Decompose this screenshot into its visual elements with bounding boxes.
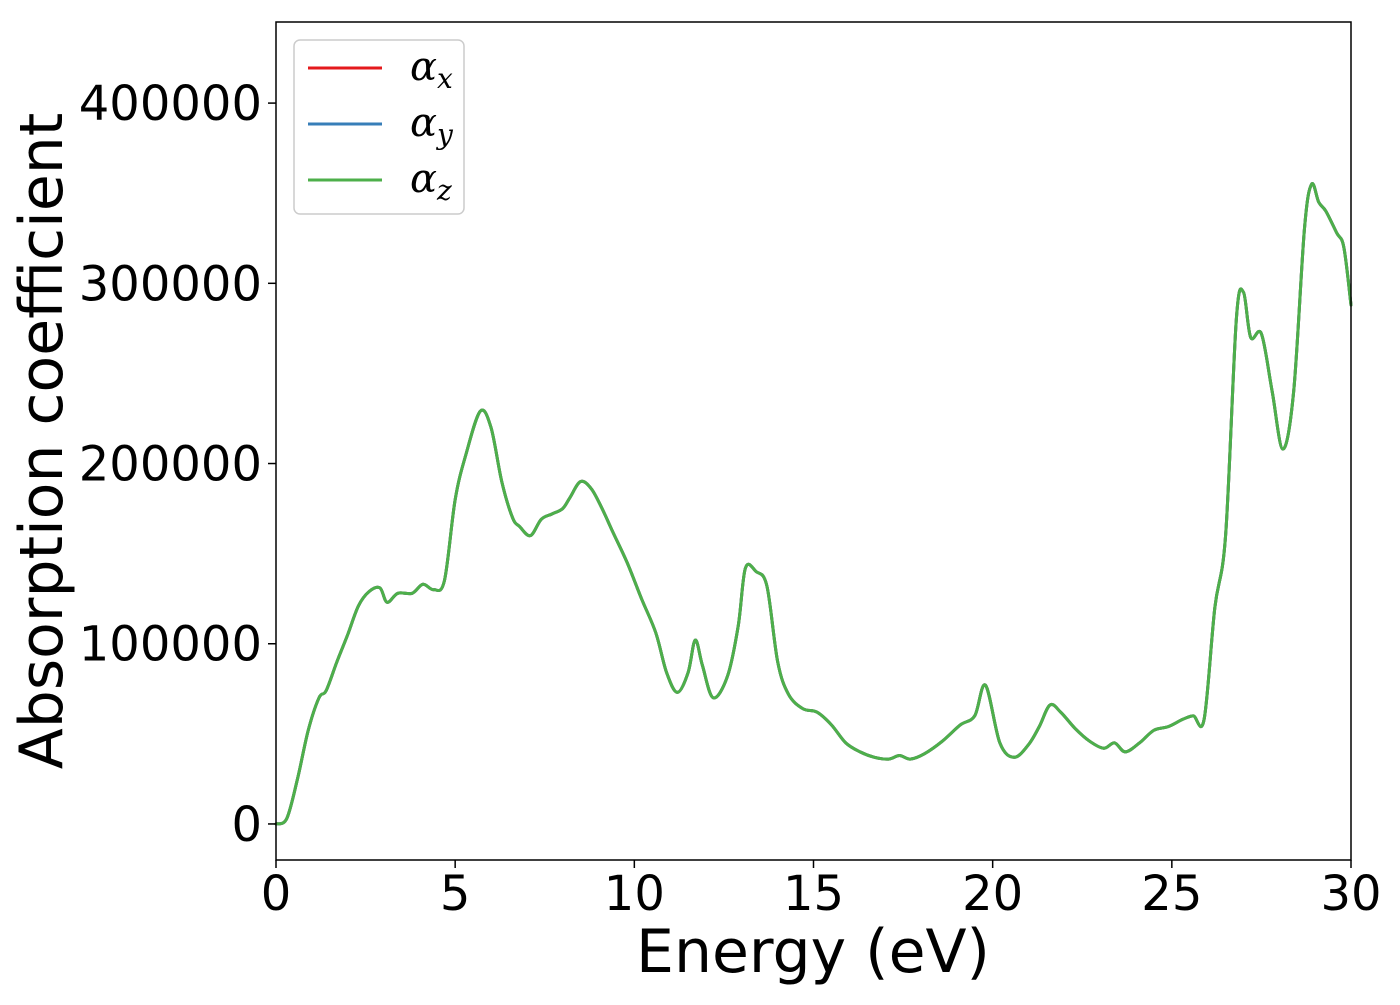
y-tick-label: 200000 <box>79 437 262 493</box>
x-axis-ticks: 0 5 10 15 20 25 30 <box>261 860 1382 922</box>
series-line-z <box>274 181 1353 826</box>
y-tick-label: 300000 <box>79 256 262 312</box>
y-axis-ticks: 0 100000 200000 300000 400000 <box>79 76 276 853</box>
x-tick-label: 25 <box>1141 866 1202 922</box>
legend-box <box>293 39 465 215</box>
x-tick-label: 30 <box>1320 866 1381 922</box>
y-tick-label: 0 <box>231 797 262 853</box>
y-tick-label: 400000 <box>79 76 262 132</box>
y-axis-title: Absorption coefficient <box>7 113 77 770</box>
x-tick-label: 5 <box>440 866 471 922</box>
series-layer <box>274 181 1353 826</box>
x-tick-label: 10 <box>604 866 665 922</box>
x-tick-label: 20 <box>962 866 1023 922</box>
y-tick-label: 100000 <box>79 617 262 673</box>
x-tick-label: 0 <box>261 866 292 922</box>
x-tick-label: 15 <box>783 866 844 922</box>
x-axis-title: Energy (eV) <box>636 917 990 987</box>
